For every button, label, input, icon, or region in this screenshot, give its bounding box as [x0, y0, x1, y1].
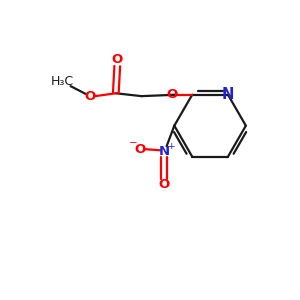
- Text: O: O: [112, 53, 123, 66]
- Text: H₃C: H₃C: [50, 75, 74, 88]
- Text: O: O: [166, 88, 177, 101]
- Text: O: O: [159, 178, 170, 191]
- Text: +: +: [167, 142, 174, 151]
- Text: N: N: [222, 87, 234, 102]
- Text: O: O: [134, 142, 146, 156]
- Text: −: −: [128, 138, 137, 148]
- Text: O: O: [84, 90, 96, 103]
- Text: N: N: [159, 145, 170, 158]
